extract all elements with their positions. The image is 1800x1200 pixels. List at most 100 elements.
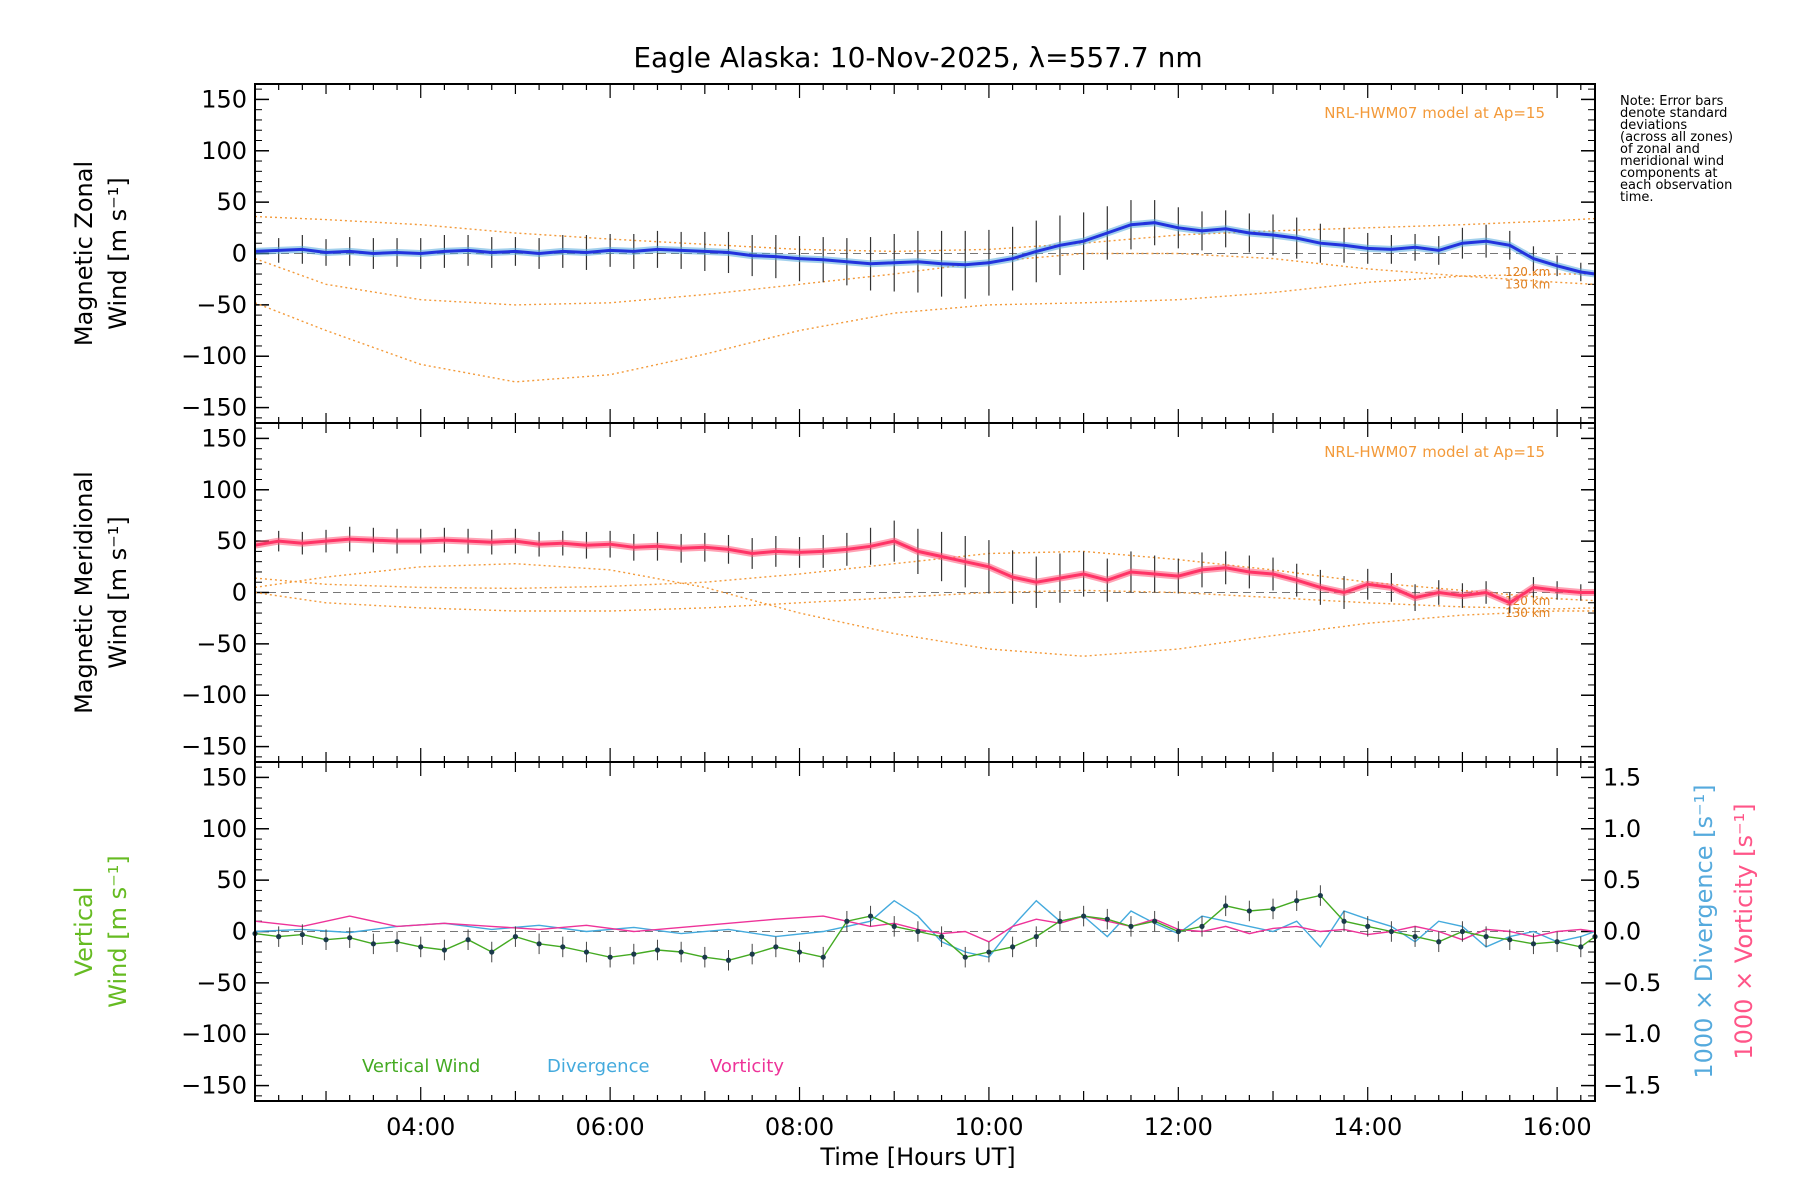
note-line: deviations bbox=[1620, 118, 1688, 133]
vertical-wind-point bbox=[1388, 928, 1394, 935]
y2-tick-label: 0.5 bbox=[1603, 866, 1641, 894]
vertical-wind-point bbox=[631, 951, 637, 957]
note-line: Note: Error bars bbox=[1620, 94, 1724, 109]
x-tick-label: 08:00 bbox=[765, 1113, 834, 1141]
y-tick-label: 150 bbox=[201, 763, 247, 791]
vertical-wind-point bbox=[1033, 934, 1039, 940]
model-curve bbox=[254, 215, 1596, 253]
vertical-wind-point bbox=[1152, 918, 1158, 924]
panel-vertical: −150 −100 −50 0 50 100 150 −1.5 −1.0 −0.5 0.0 0.5 1.… bbox=[70, 761, 1758, 1141]
vorticity-line bbox=[254, 915, 1596, 943]
vertical-wind-point bbox=[276, 934, 282, 940]
vertical-wind-point bbox=[418, 944, 424, 950]
vertical-wind-point bbox=[1554, 939, 1560, 945]
y-tick-label: 100 bbox=[201, 137, 247, 165]
model-curve bbox=[254, 589, 1596, 612]
vertical-wind-line bbox=[254, 894, 1596, 962]
x-axis-label: Time [Hours UT] bbox=[819, 1143, 1015, 1171]
y-tick-label: −50 bbox=[196, 630, 247, 658]
vertical-wind-point bbox=[1057, 918, 1063, 924]
vertical-wind-point bbox=[796, 949, 803, 955]
y-tick-label: −150 bbox=[181, 394, 247, 422]
divergence-line bbox=[254, 899, 1596, 958]
vertical-y-axis-label: Vertical Wind [m s⁻¹] bbox=[70, 855, 132, 1007]
note-line: meridional wind bbox=[1620, 154, 1725, 169]
y2-tick-label: −0.5 bbox=[1603, 969, 1661, 997]
note-line: each observation bbox=[1620, 178, 1733, 193]
model-curve bbox=[254, 550, 1596, 602]
vertical-wind-point bbox=[844, 918, 850, 924]
vertical-wind-point bbox=[560, 944, 566, 950]
y-tick-label: 100 bbox=[201, 476, 247, 504]
vertical-wind-point bbox=[347, 935, 353, 941]
vertical-wind-point bbox=[678, 949, 684, 955]
y2-tick-label: 1.0 bbox=[1603, 815, 1641, 843]
vertical-wind-point bbox=[1270, 906, 1276, 912]
model-label: NRL-HWM07 model at Ap=15 bbox=[1324, 443, 1545, 461]
vertical-wind-point bbox=[299, 931, 305, 938]
vertical-wind-point bbox=[394, 939, 400, 945]
vertical-wind-point bbox=[749, 951, 755, 957]
vertical-wind-point bbox=[820, 954, 826, 960]
y2-tick-label: 0.0 bbox=[1603, 918, 1641, 946]
vertical-wind-point bbox=[370, 941, 376, 947]
vertical-wind-point bbox=[1128, 923, 1134, 929]
y-tick-label: −100 bbox=[181, 1020, 247, 1048]
vertical-wind-point bbox=[1365, 923, 1371, 929]
model-alt-label: 130 km bbox=[1505, 277, 1550, 291]
note-line: of zonal and bbox=[1620, 142, 1700, 157]
y2-tick-label: 1.5 bbox=[1603, 763, 1641, 791]
vertical-wind-point bbox=[938, 934, 945, 940]
y-tick-label: 150 bbox=[201, 424, 247, 452]
mean-wind-line bbox=[254, 221, 1596, 276]
vertical-wind-point bbox=[1104, 916, 1110, 922]
note-line: time. bbox=[1620, 190, 1654, 205]
vertical-wind-point bbox=[607, 954, 613, 960]
vertical-wind-point bbox=[1317, 892, 1323, 899]
y-axis-label: Magnetic Meridional Wind [m s⁻¹] bbox=[70, 471, 132, 714]
vertical-wind-point bbox=[702, 954, 708, 960]
model-alt-label: 130 km bbox=[1505, 606, 1550, 620]
vertical-wind-point bbox=[1507, 937, 1513, 943]
panel-zonal: −150 −100 −50 0 50 100 150 NRL-HWM07 model at A… bbox=[70, 83, 1596, 424]
legend-divergence: Divergence bbox=[547, 1056, 650, 1077]
mean-wind-halo bbox=[254, 535, 1595, 607]
vertical-wind-point bbox=[725, 957, 732, 963]
vertical-wind-point bbox=[1578, 944, 1584, 950]
y2-tick-label: −1.5 bbox=[1603, 1072, 1661, 1100]
y-axis-label: Magnetic Zonal Wind [m s⁻¹] bbox=[70, 161, 132, 346]
y-tick-label: −50 bbox=[196, 969, 247, 997]
mean-wind-line bbox=[254, 537, 1595, 605]
x-tick-label: 16:00 bbox=[1523, 1113, 1592, 1141]
model-label: NRL-HWM07 model at Ap=15 bbox=[1324, 104, 1545, 122]
y-tick-label: 50 bbox=[216, 527, 247, 555]
vertical-wind-point bbox=[1436, 939, 1442, 945]
vertical-wind-point bbox=[1530, 941, 1537, 947]
y-tick-label: −100 bbox=[181, 342, 247, 370]
note-line: (across all zones) bbox=[1620, 130, 1734, 145]
vertical-wind-point bbox=[465, 937, 471, 943]
vertical-wind-point bbox=[962, 954, 968, 960]
vertical-wind-point bbox=[773, 944, 779, 950]
y-tick-label: −100 bbox=[181, 681, 247, 709]
vertical-wind-point bbox=[536, 941, 542, 947]
vertical-wind-point bbox=[1246, 908, 1252, 914]
vertical-wind-point bbox=[1009, 944, 1016, 950]
vertical-wind-point bbox=[489, 949, 495, 955]
plot-layer: −150 −100 −50 0 50 100 150 NRL-HWM07 model at A… bbox=[70, 83, 1758, 1141]
vertical-wind-point bbox=[1341, 918, 1347, 924]
y-tick-label: 150 bbox=[201, 85, 247, 113]
model-curve bbox=[254, 273, 1595, 383]
legend-vertical-wind: Vertical Wind bbox=[362, 1056, 480, 1077]
vertical-wind-point bbox=[654, 947, 661, 953]
vorticity-axis-label: 1000 × Vorticity [s⁻¹] bbox=[1730, 803, 1758, 1059]
y-tick-label: 50 bbox=[216, 866, 247, 894]
vertical-wind-point bbox=[1223, 903, 1229, 909]
y-tick-label: 0 bbox=[232, 240, 247, 268]
note-line: denote standard bbox=[1620, 106, 1728, 121]
vertical-wind-point bbox=[986, 949, 992, 955]
panel-meridional: −150 −100 −50 0 50 100 150 NRL-HWM07 model at A… bbox=[70, 422, 1596, 763]
model-curve bbox=[254, 562, 1595, 657]
vertical-wind-point bbox=[1483, 934, 1489, 940]
